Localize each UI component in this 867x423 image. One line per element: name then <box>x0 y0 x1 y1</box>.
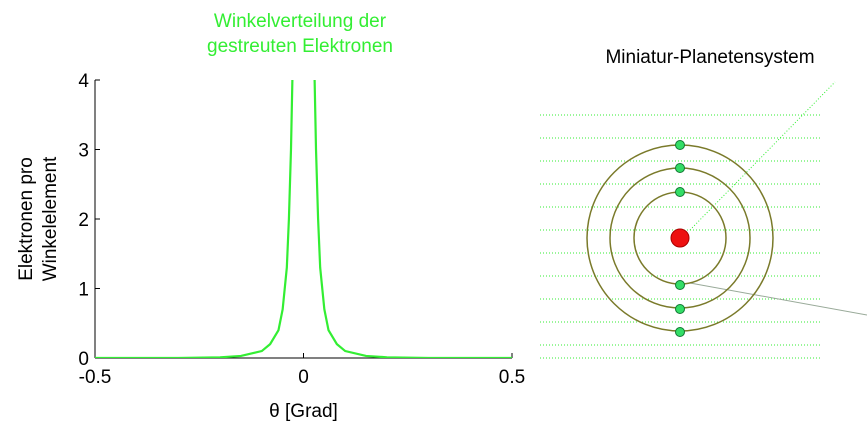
diagram: Miniatur-Planetensystem <box>540 47 867 358</box>
y-axis-label: Winkelelement <box>40 156 61 281</box>
x-tick-label: 0 <box>298 367 309 388</box>
x-tick-label: 0.5 <box>499 367 525 388</box>
x-axis-label: θ [Grad] <box>269 401 338 422</box>
field-lines <box>540 82 835 358</box>
y-tick-label: 2 <box>78 210 89 231</box>
chart: Winkelverteilung der gestreuten Elektrone… <box>16 0 525 422</box>
diagram-title: Miniatur-Planetensystem <box>605 47 814 68</box>
y-tick-label: 4 <box>78 71 89 92</box>
deflected-path <box>690 283 867 315</box>
page: Winkelverteilung der gestreuten Elektrone… <box>0 0 867 423</box>
y-tick-label: 1 <box>78 280 89 301</box>
nucleus <box>671 229 689 247</box>
y-axis-label: Elektronen pro <box>16 157 37 281</box>
y-tick-label: 3 <box>78 141 89 162</box>
chart-title: Winkelverteilung der <box>214 11 387 32</box>
chart-title: gestreuten Elektronen <box>207 36 393 57</box>
x-tick-label: -0.5 <box>79 367 112 388</box>
